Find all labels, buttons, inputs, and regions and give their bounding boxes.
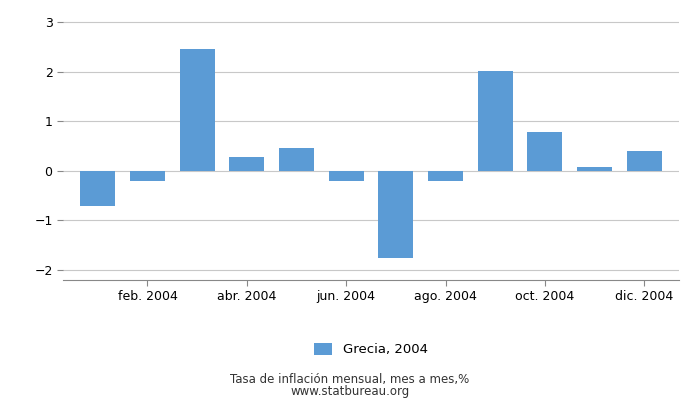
Bar bbox=[578, 167, 612, 171]
Bar bbox=[279, 148, 314, 171]
Text: Tasa de inflación mensual, mes a mes,%: Tasa de inflación mensual, mes a mes,% bbox=[230, 374, 470, 386]
Bar bbox=[478, 70, 512, 171]
Legend: Grecia, 2004: Grecia, 2004 bbox=[309, 338, 433, 362]
Bar bbox=[329, 171, 363, 181]
Bar bbox=[230, 158, 264, 171]
Bar bbox=[626, 151, 662, 171]
Bar bbox=[379, 171, 413, 258]
Bar bbox=[130, 171, 164, 181]
Bar bbox=[180, 49, 214, 171]
Bar bbox=[428, 171, 463, 181]
Text: www.statbureau.org: www.statbureau.org bbox=[290, 385, 410, 398]
Bar bbox=[80, 171, 116, 206]
Bar bbox=[528, 132, 562, 171]
